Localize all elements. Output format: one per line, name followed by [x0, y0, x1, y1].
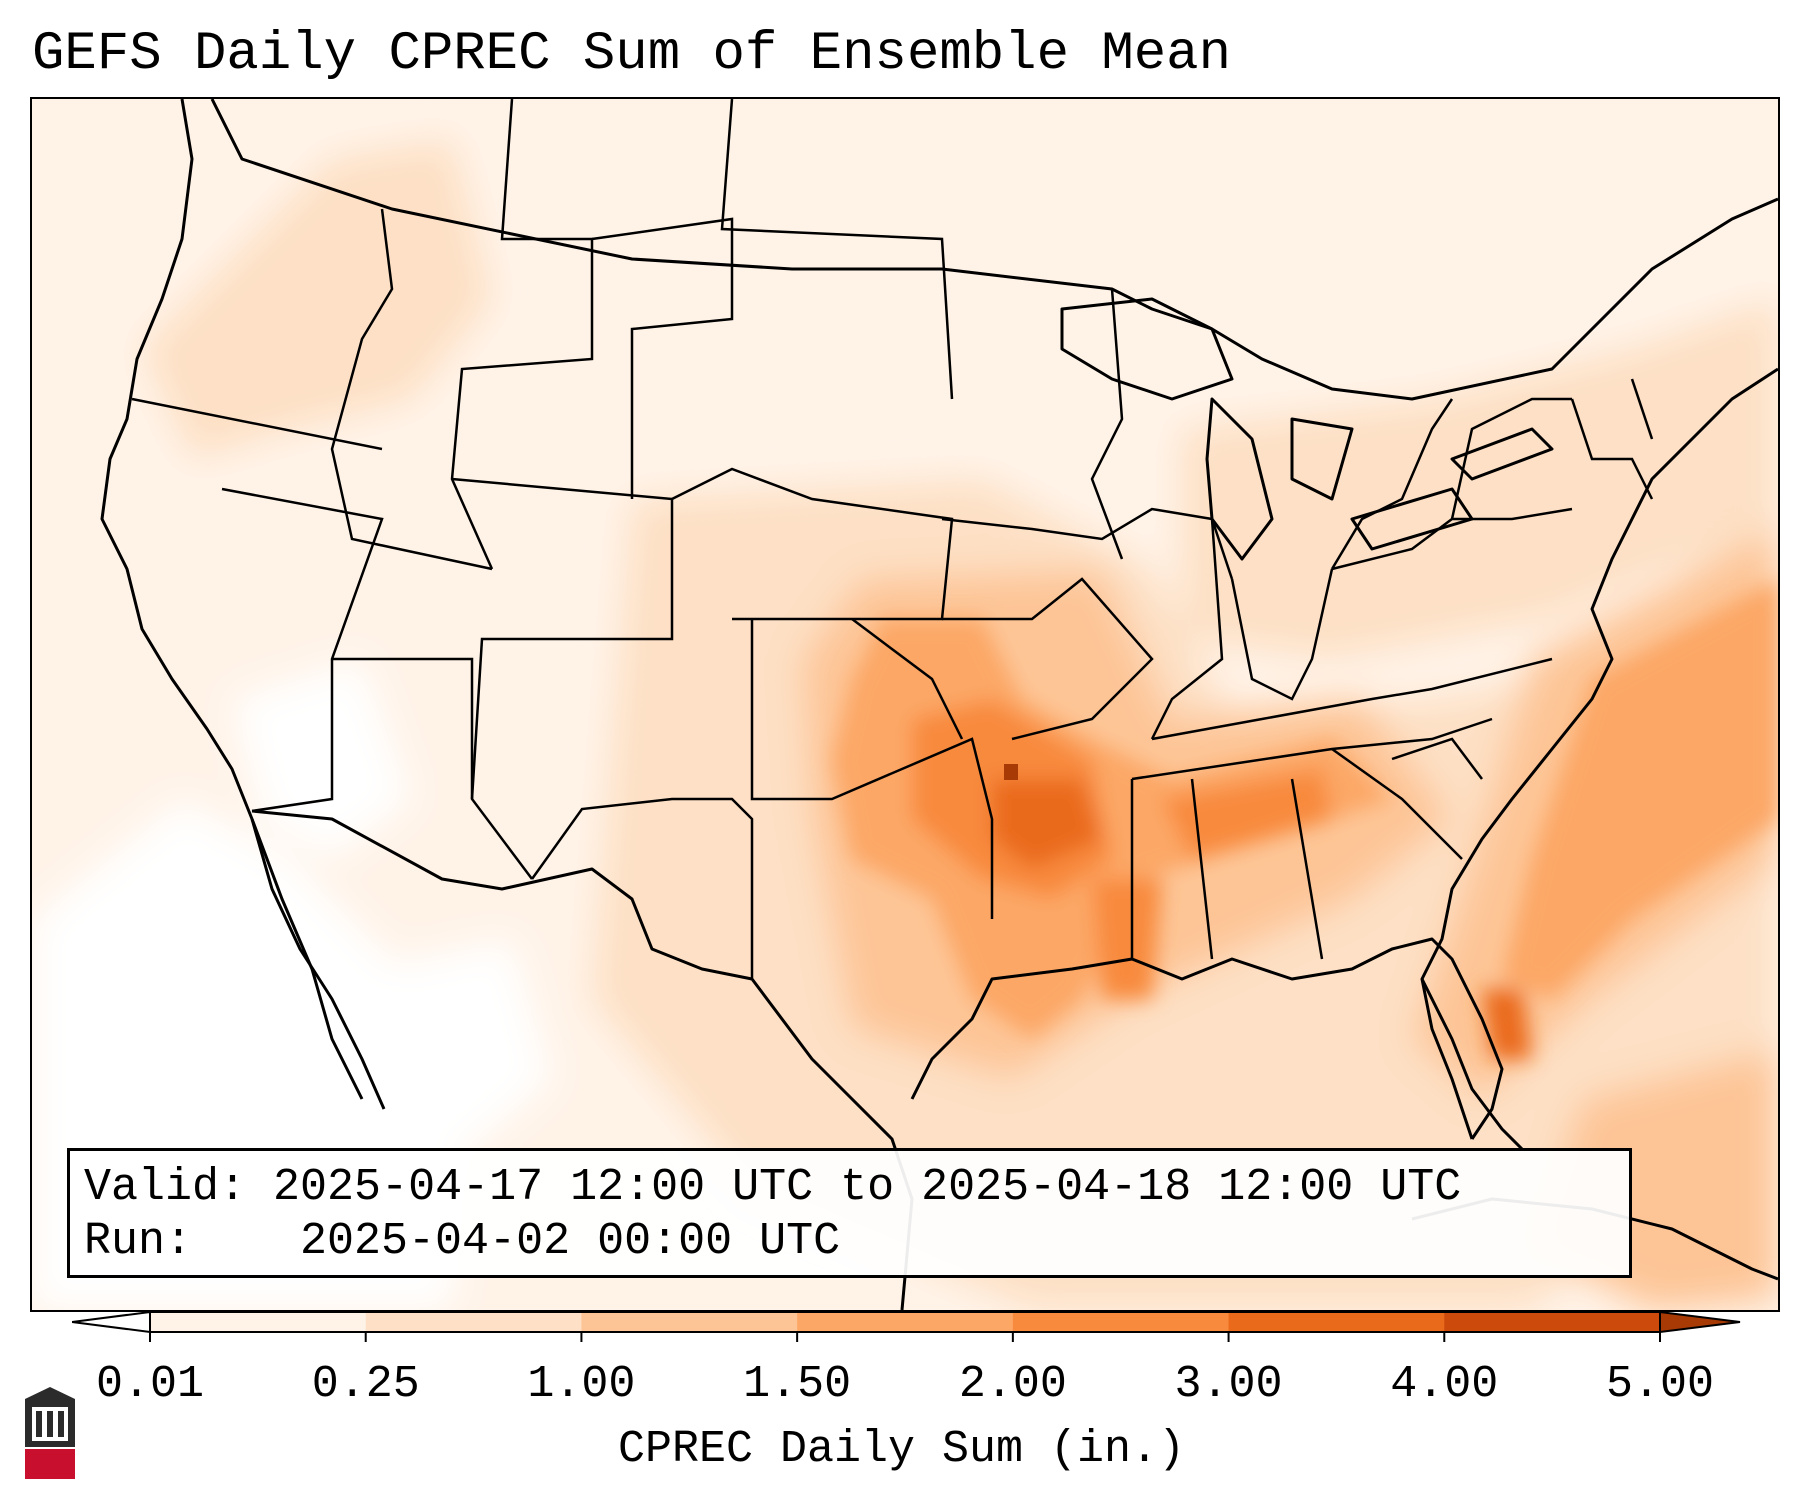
colorbar-tick-label: 2.00: [958, 1359, 1067, 1410]
valid-run-info-box: Valid: 2025-04-17 12:00 UTC to 2025-04-1…: [67, 1148, 1632, 1278]
valid-time-line: Valid: 2025-04-17 12:00 UTC to 2025-04-1…: [84, 1161, 1461, 1215]
map-title: GEFS Daily CPREC Sum of Ensemble Mean: [32, 24, 1231, 85]
colorbar-segment: [365, 1312, 582, 1332]
colorbar-segment: [581, 1312, 798, 1332]
valid-value: 2025-04-17 12:00 UTC to 2025-04-18 12:00…: [273, 1162, 1462, 1213]
colorbar-tick-label: 4.00: [1390, 1359, 1499, 1410]
colorbar-ticks: [149, 1332, 1661, 1342]
colorbar-tick-label: 0.01: [95, 1359, 205, 1410]
colorbar-tick-label: 1.50: [743, 1359, 852, 1410]
colorbar-label: CPREC Daily Sum (in.): [617, 1424, 1186, 1475]
run-time-line: Run: 2025-04-02 00:00 UTC: [84, 1215, 840, 1269]
run-label: Run:: [84, 1216, 193, 1267]
colorbar-tick-label: 0.25: [311, 1359, 420, 1410]
colorbar-segments: [150, 1312, 1661, 1332]
colorbar-tick-label: 5.00: [1605, 1359, 1715, 1410]
colorbar-segment: [797, 1312, 1014, 1332]
colorbar-segment: [1444, 1312, 1661, 1332]
precip-map: [32, 99, 1778, 1310]
colorbar-segment: [150, 1312, 367, 1332]
colorbar-segment: [1012, 1312, 1230, 1332]
colorbar-tick-label: 3.00: [1174, 1359, 1283, 1410]
colorbar-segment: [1228, 1312, 1445, 1332]
precip-core: [832, 579, 1778, 1059]
colorbar-over-arrow: [1659, 1310, 1741, 1334]
colorbar: [72, 1310, 1741, 1342]
colorbar-under-arrow: [72, 1310, 151, 1334]
precip-max-cell: [1004, 764, 1018, 780]
valid-label: Valid:: [84, 1162, 247, 1213]
state-borders: [131, 99, 1654, 979]
colorbar-tick-label: 1.00: [527, 1359, 636, 1410]
colorbar-outline: [149, 1311, 1661, 1333]
coastlines-and-borders: [100, 99, 1778, 1310]
run-value: 2025-04-02 00:00 UTC: [300, 1216, 841, 1267]
niu-logo: [25, 1387, 75, 1479]
map-panel: [30, 97, 1780, 1312]
